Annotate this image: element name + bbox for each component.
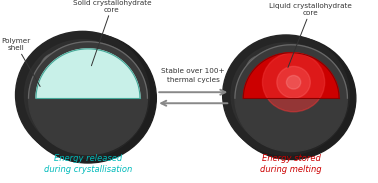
Ellipse shape <box>25 40 141 150</box>
Text: Liquid crystallohydrate
core: Liquid crystallohydrate core <box>269 3 352 68</box>
Text: Polymer
shell: Polymer shell <box>2 38 40 87</box>
Ellipse shape <box>52 66 113 124</box>
Text: thermal cycles: thermal cycles <box>167 77 220 83</box>
Ellipse shape <box>253 62 267 75</box>
Ellipse shape <box>40 53 74 85</box>
Text: Energy released: Energy released <box>54 154 122 163</box>
Ellipse shape <box>20 33 156 163</box>
Ellipse shape <box>15 31 149 158</box>
Ellipse shape <box>28 42 147 155</box>
Text: Solid crystallohydrate
core: Solid crystallohydrate core <box>73 0 151 66</box>
Ellipse shape <box>277 66 310 98</box>
Text: during melting: during melting <box>260 165 322 174</box>
Ellipse shape <box>287 75 301 89</box>
Text: Stable over 100+: Stable over 100+ <box>161 68 225 74</box>
Text: Energy stored: Energy stored <box>262 154 321 163</box>
Ellipse shape <box>246 55 278 86</box>
Text: during crystallisation: during crystallisation <box>44 165 132 174</box>
Ellipse shape <box>257 68 315 123</box>
Ellipse shape <box>223 35 349 155</box>
Ellipse shape <box>38 53 127 137</box>
Polygon shape <box>36 49 140 98</box>
Ellipse shape <box>231 43 341 147</box>
Ellipse shape <box>266 77 305 113</box>
Ellipse shape <box>226 37 356 160</box>
Ellipse shape <box>48 60 63 74</box>
Ellipse shape <box>62 75 103 114</box>
Polygon shape <box>243 53 339 98</box>
Ellipse shape <box>235 45 347 152</box>
Ellipse shape <box>262 53 325 112</box>
Ellipse shape <box>244 55 328 135</box>
